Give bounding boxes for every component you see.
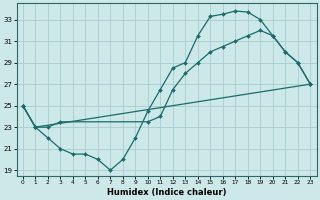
X-axis label: Humidex (Indice chaleur): Humidex (Indice chaleur) xyxy=(107,188,226,197)
